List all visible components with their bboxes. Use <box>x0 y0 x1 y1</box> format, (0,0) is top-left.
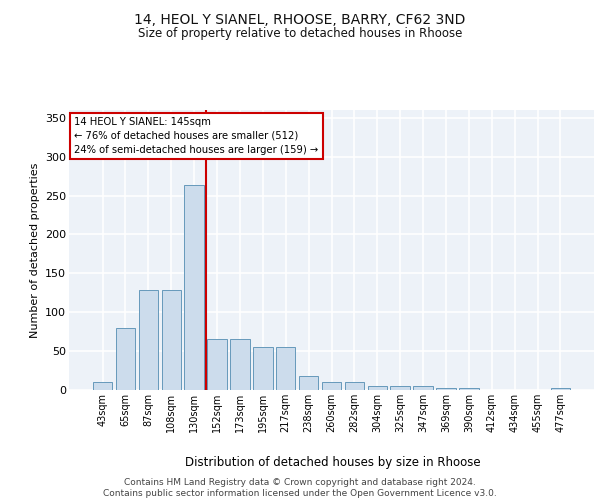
Bar <box>208 340 227 390</box>
Bar <box>413 386 433 390</box>
Bar <box>391 386 410 390</box>
Bar <box>139 290 158 390</box>
Bar <box>299 376 319 390</box>
Text: Distribution of detached houses by size in Rhoose: Distribution of detached houses by size … <box>185 456 481 469</box>
Text: 14 HEOL Y SIANEL: 145sqm
← 76% of detached houses are smaller (512)
24% of semi-: 14 HEOL Y SIANEL: 145sqm ← 76% of detach… <box>74 117 319 155</box>
Bar <box>322 382 341 390</box>
Bar <box>344 382 364 390</box>
Text: 14, HEOL Y SIANEL, RHOOSE, BARRY, CF62 3ND: 14, HEOL Y SIANEL, RHOOSE, BARRY, CF62 3… <box>134 12 466 26</box>
Bar <box>436 388 455 390</box>
Bar <box>93 382 112 390</box>
Bar <box>253 347 272 390</box>
Bar <box>184 186 204 390</box>
Bar <box>230 340 250 390</box>
Bar <box>459 388 479 390</box>
Bar <box>276 347 295 390</box>
Bar <box>161 290 181 390</box>
Text: Size of property relative to detached houses in Rhoose: Size of property relative to detached ho… <box>138 28 462 40</box>
Bar <box>551 388 570 390</box>
Bar <box>368 386 387 390</box>
Text: Contains HM Land Registry data © Crown copyright and database right 2024.
Contai: Contains HM Land Registry data © Crown c… <box>103 478 497 498</box>
Y-axis label: Number of detached properties: Number of detached properties <box>29 162 40 338</box>
Bar <box>116 328 135 390</box>
